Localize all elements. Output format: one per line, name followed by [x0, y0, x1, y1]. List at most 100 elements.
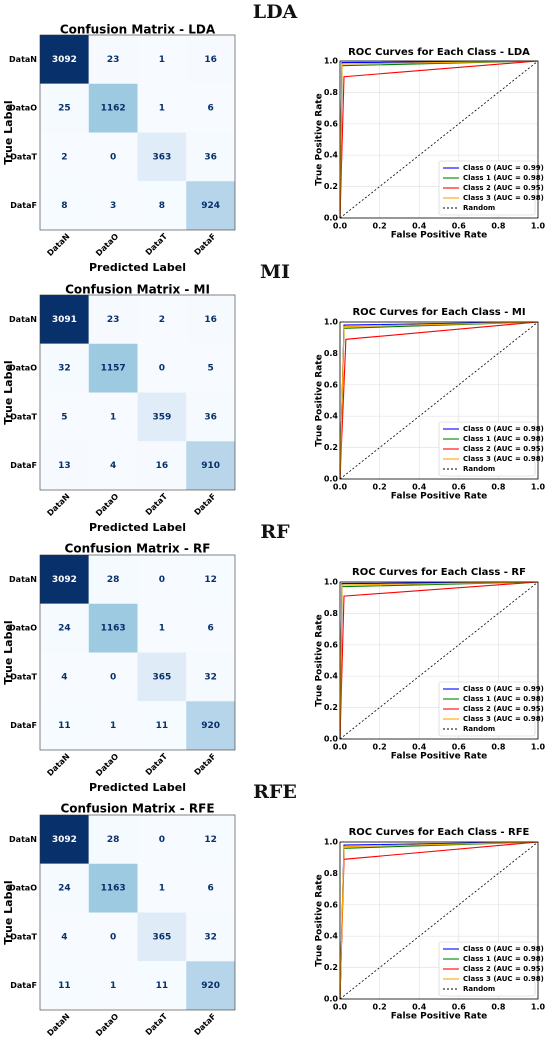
- x-tick-label: DataF: [193, 752, 218, 777]
- x-tick-label: 0.8: [491, 1003, 506, 1012]
- roc-frame: [339, 60, 539, 219]
- cell-value: 3: [110, 201, 116, 211]
- x-axis-title: Predicted Label: [89, 261, 186, 274]
- y-axis-title: True Positive Rate: [315, 93, 325, 185]
- cell-value: 36: [204, 412, 217, 422]
- heatmap-cell: [137, 132, 187, 182]
- y-axis-title: True Positive Rate: [315, 354, 325, 446]
- heatmap-cell: [186, 603, 235, 653]
- heatmap-cell: [40, 863, 89, 913]
- confusion-matrix-title: Confusion Matrix - MI: [65, 283, 210, 297]
- x-tick-label: DataT: [144, 1011, 170, 1037]
- cell-value: 1157: [101, 364, 126, 374]
- x-tick-label: 0.6: [452, 483, 467, 492]
- heatmap-cell: [186, 441, 235, 490]
- cell-value: 0: [159, 575, 165, 585]
- heatmap-cell: [88, 912, 138, 962]
- heatmap-cell: [40, 555, 89, 604]
- heatmap-cell: [137, 441, 187, 490]
- cell-value: 23: [107, 55, 120, 65]
- heatmap-cell: [40, 815, 89, 864]
- y-tick-label: 0.2: [324, 963, 338, 972]
- x-tick-label: DataO: [94, 232, 120, 258]
- heatmap-cell: [137, 863, 187, 913]
- cell-value: 3092: [52, 575, 77, 585]
- cell-value: 3092: [52, 55, 77, 65]
- x-tick-label: 0.4: [412, 1003, 427, 1012]
- heatmap-cell: [88, 961, 138, 1010]
- x-tick-label: 0.2: [373, 222, 387, 231]
- cell-value: 4: [61, 932, 67, 942]
- heatmap-cell: [186, 912, 235, 962]
- confusion-matrix-frame: [39, 814, 236, 1011]
- heatmap-cell: [186, 132, 235, 182]
- y-tick-label: 1.0: [324, 578, 339, 587]
- x-tick-label: 0.8: [491, 483, 506, 492]
- heatmap-cell: [88, 35, 138, 84]
- y-axis-title: True Label: [2, 880, 15, 944]
- heatmap-cell: [186, 343, 235, 393]
- y-tick-label: DataO: [9, 884, 37, 893]
- legend-label: Class 1 (AUC = 0.98): [463, 435, 544, 443]
- x-tick-label: 0.0: [333, 483, 348, 492]
- roc-curve-class-3: [339, 321, 539, 480]
- y-tick-label: 0.8: [324, 609, 339, 618]
- x-tick-label: 0.0: [333, 1003, 348, 1012]
- heatmap-cell: [40, 441, 89, 490]
- roc-frame: [339, 841, 539, 1000]
- x-axis-title: Predicted Label: [89, 781, 186, 794]
- y-axis-title: True Positive Rate: [315, 874, 325, 966]
- legend-label: Class 0 (AUC = 0.98): [463, 425, 544, 433]
- cell-value: 5: [207, 364, 213, 374]
- cell-value: 24: [58, 624, 71, 634]
- cell-value: 8: [61, 201, 67, 211]
- cell-value: 924: [201, 201, 220, 211]
- legend-label: Class 2 (AUC = 0.95): [463, 965, 544, 973]
- cell-value: 910: [201, 461, 220, 471]
- roc-title: ROC Curves for Each Class - MI: [352, 307, 525, 318]
- heatmap-cell: [137, 701, 187, 750]
- y-tick-label: DataT: [10, 152, 37, 161]
- y-axis-title: True Positive Rate: [315, 614, 325, 706]
- cell-value: 920: [201, 721, 220, 731]
- heatmap-cell: [40, 603, 89, 653]
- confusion-matrix-title: Confusion Matrix - LDA: [60, 23, 216, 37]
- heatmap-cell: [137, 343, 187, 393]
- cell-value: 0: [159, 835, 165, 845]
- roc-frame: [339, 581, 539, 740]
- x-tick-label: 1.0: [531, 222, 546, 231]
- y-tick-label: DataO: [9, 104, 37, 113]
- y-axis-title: True Label: [2, 620, 15, 684]
- y-tick-label: 0.0: [324, 995, 339, 1004]
- heatmap-cell: [88, 392, 138, 442]
- cell-value: 1: [110, 981, 116, 991]
- x-tick-label: DataF: [193, 492, 218, 517]
- legend-label: Class 2 (AUC = 0.95): [463, 705, 544, 713]
- legend-label: Class 3 (AUC = 0.98): [463, 715, 544, 723]
- confusion-matrix-frame: [39, 294, 236, 491]
- cell-value: 365: [152, 932, 171, 942]
- y-tick-label: 0.0: [324, 475, 339, 484]
- heatmap-cell: [88, 132, 138, 182]
- y-tick-label: DataN: [9, 55, 37, 64]
- heatmap-cell: [40, 181, 89, 230]
- y-tick-label: 0.8: [324, 88, 339, 97]
- y-tick-label: 0.2: [324, 182, 338, 191]
- cell-value: 0: [110, 932, 116, 942]
- x-tick-label: 0.6: [452, 1003, 467, 1012]
- roc-title: ROC Curves for Each Class - LDA: [348, 47, 530, 58]
- cell-value: 25: [58, 104, 71, 114]
- cell-value: 1163: [101, 884, 126, 894]
- heatmap-cell: [88, 295, 138, 344]
- cell-value: 23: [107, 315, 120, 325]
- y-tick-label: 0.2: [324, 703, 338, 712]
- cell-value: 36: [204, 152, 217, 162]
- section-title: RFE: [253, 781, 297, 803]
- cell-value: 1: [110, 721, 116, 731]
- y-tick-label: 0.0: [324, 735, 339, 744]
- confusion-matrix-frame: [39, 34, 236, 231]
- roc-curve-class-2: [339, 581, 539, 740]
- roc-frame: [339, 321, 539, 480]
- legend-box: [438, 941, 536, 997]
- confusion-matrix-title: Confusion Matrix - RF: [65, 542, 211, 556]
